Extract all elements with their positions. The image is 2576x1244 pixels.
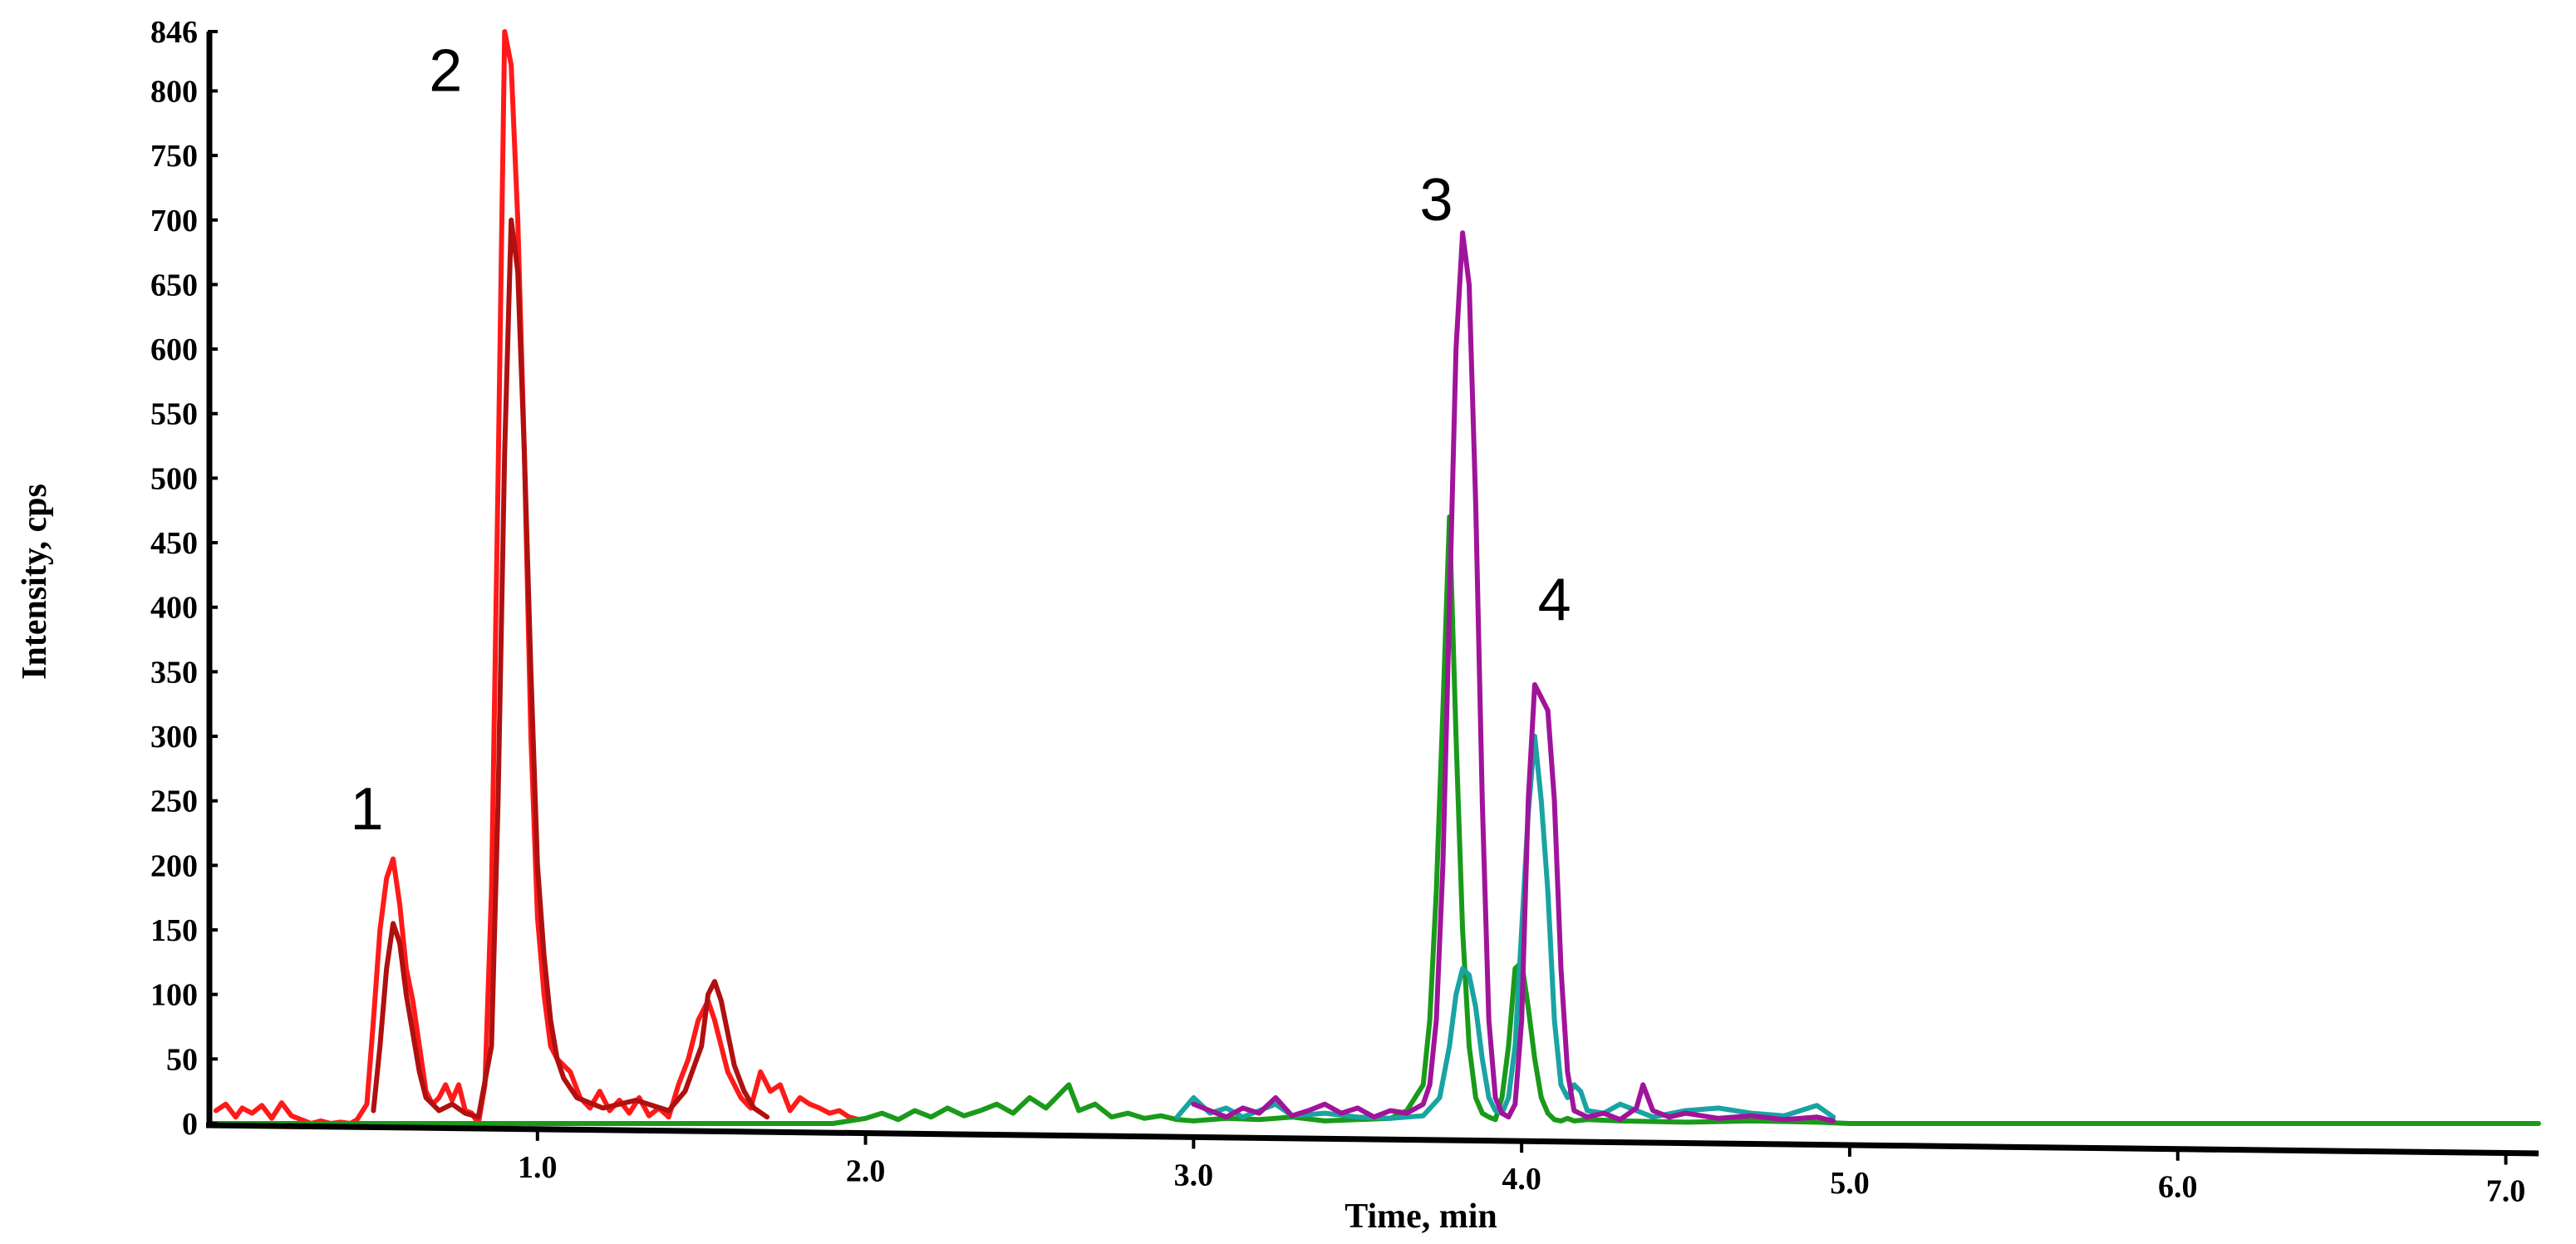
y-tick-label: 600 bbox=[150, 332, 198, 367]
x-tick-label: 2.0 bbox=[846, 1154, 886, 1189]
chromatogram-traces bbox=[207, 29, 2541, 1126]
y-tick-label: 400 bbox=[150, 591, 198, 626]
peak-labels: 1 2 3 4 bbox=[350, 37, 1571, 842]
x-tick-label: 3.0 bbox=[1174, 1158, 1214, 1192]
x-tick-label: 4.0 bbox=[1502, 1162, 1541, 1197]
axes bbox=[205, 32, 2539, 1157]
y-tick-label: 100 bbox=[150, 978, 198, 1013]
trace-series-3 bbox=[207, 514, 2541, 1126]
x-tick-label: 6.0 bbox=[2158, 1170, 2198, 1205]
x-tick-labels: 1.0 2.0 3.0 4.0 5.0 6.0 7.0 bbox=[518, 1128, 2526, 1209]
trace-series-5 bbox=[1191, 230, 1836, 1124]
peak-label-4: 4 bbox=[1538, 567, 1571, 633]
y-tick-label: 700 bbox=[150, 204, 198, 238]
trace-series-2 bbox=[371, 217, 770, 1120]
trace-series-1 bbox=[213, 29, 862, 1126]
peak-label-3: 3 bbox=[1419, 167, 1453, 234]
y-tick-label: 50 bbox=[166, 1042, 198, 1077]
y-tick-label: 650 bbox=[150, 268, 198, 302]
y-tick-label: 450 bbox=[150, 526, 198, 561]
y-tick-label: 550 bbox=[150, 397, 198, 432]
y-axis-title: Intensity, cps bbox=[16, 484, 54, 680]
y-tick-label: 0 bbox=[182, 1107, 198, 1142]
y-tick-label: 846 bbox=[150, 15, 198, 50]
x-tick-label: 1.0 bbox=[518, 1150, 558, 1185]
y-tick-label: 500 bbox=[150, 461, 198, 496]
x-axis-line bbox=[205, 1122, 2539, 1157]
x-tick-label: 5.0 bbox=[1830, 1166, 1870, 1201]
y-tick-label: 800 bbox=[150, 74, 198, 109]
x-tick-label: 7.0 bbox=[2486, 1174, 2526, 1209]
peak-label-1: 1 bbox=[350, 776, 383, 843]
x-axis-title: Time, min bbox=[1345, 1197, 1497, 1236]
y-tick-label: 200 bbox=[150, 848, 198, 883]
y-tick-label: 300 bbox=[150, 720, 198, 755]
y-tick-label: 350 bbox=[150, 655, 198, 690]
y-tick-label: 750 bbox=[150, 139, 198, 174]
y-tick-label: 250 bbox=[150, 784, 198, 819]
y-tick-label: 150 bbox=[150, 913, 198, 948]
y-tick-labels: 0 50 100 150 200 250 300 350 400 450 500 550 600 650 7… bbox=[150, 15, 218, 1142]
peak-label-2: 2 bbox=[429, 37, 462, 104]
